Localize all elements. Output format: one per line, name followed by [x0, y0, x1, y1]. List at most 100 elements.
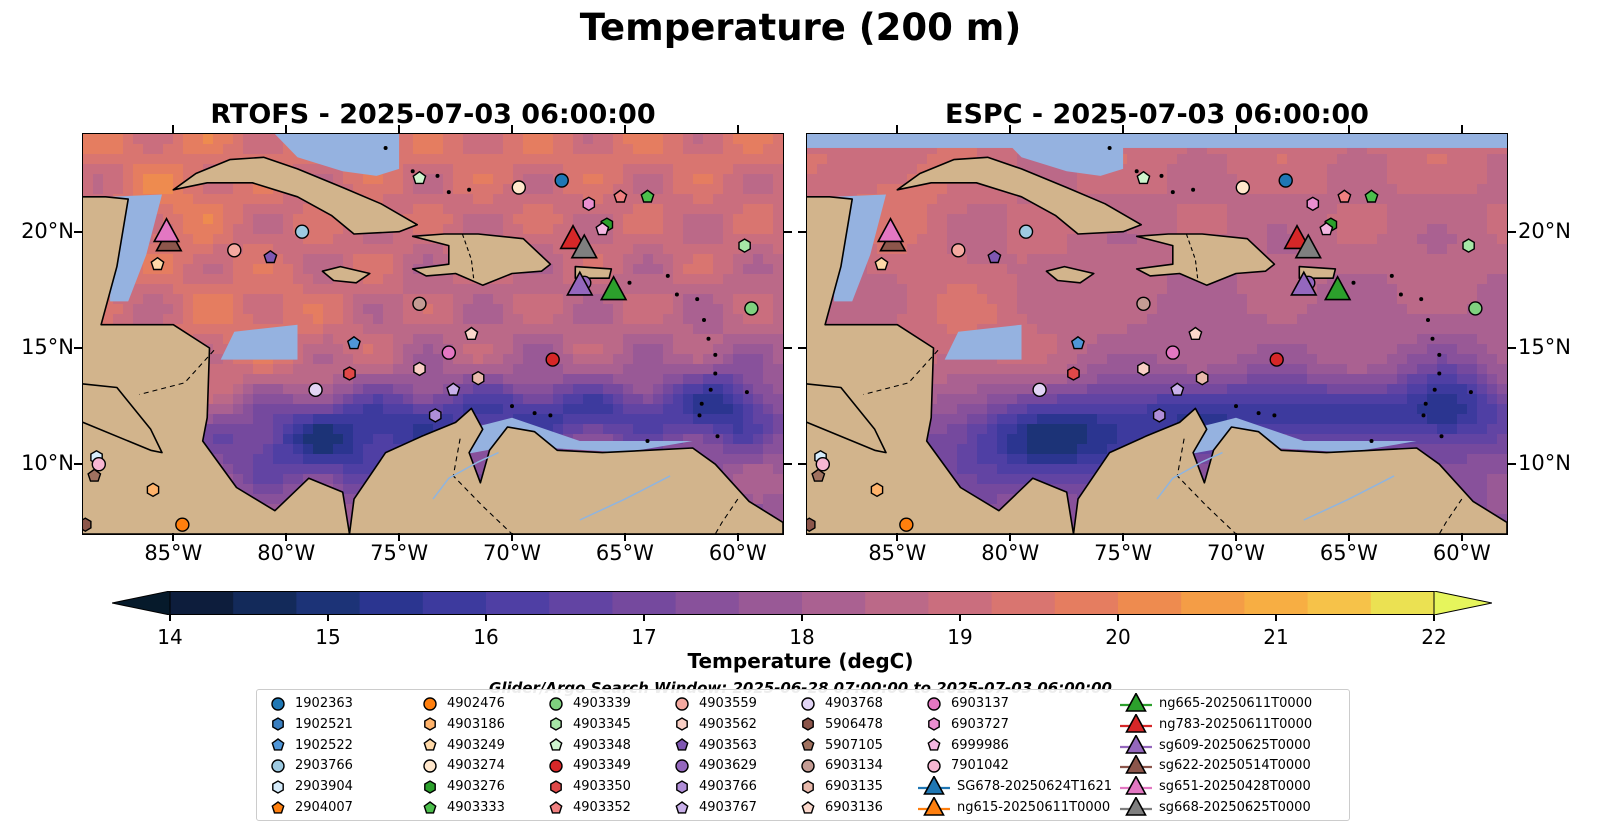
float-marker-4903562[interactable]	[413, 361, 426, 377]
float-marker-6903135[interactable]	[1195, 370, 1209, 386]
glider-marker-sg651-20250428T0000[interactable]	[152, 217, 181, 243]
float-marker-6903727[interactable]	[582, 196, 596, 212]
float-marker-4903249[interactable]	[874, 256, 889, 271]
float-marker-4903563[interactable]	[263, 249, 278, 264]
glider-marker-sg609-20250625T0000[interactable]	[566, 270, 594, 296]
legend-label: SG678-20250624T1621	[957, 779, 1113, 795]
float-marker-2903766[interactable]	[294, 224, 310, 239]
float-marker-4903767[interactable]	[1170, 382, 1185, 396]
float-marker-4903352[interactable]	[1337, 189, 1352, 203]
float-marker-4903333[interactable]	[1364, 189, 1379, 203]
float-marker-4903348[interactable]	[412, 170, 427, 185]
float-marker-6903134[interactable]	[1136, 296, 1151, 311]
rtofs-lon-label: 80°W	[257, 541, 316, 565]
float-marker-4903559[interactable]	[227, 243, 242, 258]
float-marker-6903134[interactable]	[412, 296, 427, 311]
float-marker-4903352[interactable]	[613, 189, 628, 203]
float-marker-6999986[interactable]	[1319, 221, 1334, 236]
rtofs-lon-tick	[623, 533, 626, 541]
land-puertorico	[1298, 265, 1337, 279]
legend-marker-hexagon-icon	[550, 779, 562, 794]
glider-marker-ng665-20250611T0000[interactable]	[1323, 275, 1352, 301]
espc-lat-label: 15°N	[1518, 334, 1571, 359]
float-marker-4903766[interactable]	[428, 408, 442, 423]
float-marker-4903562[interactable]	[1137, 361, 1150, 377]
colorbar-tick-label: 15	[315, 625, 341, 649]
float-marker-4903559[interactable]	[951, 243, 966, 258]
float-marker-4903348[interactable]	[1136, 170, 1151, 185]
float-marker-4903333[interactable]	[640, 189, 655, 203]
legend-label: 4903350	[573, 779, 631, 795]
rtofs-lon-tick-top	[736, 125, 739, 133]
float-marker-4903339[interactable]	[1468, 301, 1483, 316]
float-marker-4903186[interactable]	[870, 482, 884, 498]
float-marker-4903249[interactable]	[150, 256, 165, 271]
float-marker-1902363[interactable]	[554, 173, 569, 188]
float-marker-6903727[interactable]	[1306, 196, 1320, 212]
float-marker-7901042[interactable]	[815, 457, 831, 472]
legend-item-4903350: 4903350	[545, 776, 631, 797]
rtofs-lon-tick	[736, 533, 739, 541]
espc-map[interactable]	[806, 133, 1508, 535]
glider-marker-sg668-20250625T0000[interactable]	[1294, 233, 1322, 259]
legend-label: 4903766	[699, 779, 757, 795]
float-marker-1902522[interactable]	[1070, 335, 1085, 350]
float-marker-1902363[interactable]	[1278, 173, 1293, 188]
colorbar-tick	[169, 615, 171, 621]
float-marker-4903349[interactable]	[545, 352, 560, 367]
colorbar-segment	[486, 591, 550, 615]
rtofs-lat-tick	[74, 346, 82, 349]
legend-marker-circle-icon	[927, 759, 941, 773]
legend-glider-triangle-icon	[1120, 693, 1152, 712]
colorbar-segment	[1118, 591, 1182, 615]
rtofs-map[interactable]	[82, 133, 784, 535]
glider-marker-sg651-20250428T0000[interactable]	[876, 217, 905, 243]
float-marker-4903274[interactable]	[511, 180, 527, 195]
float-marker-6903137[interactable]	[441, 345, 457, 360]
legend-label: sg609-20250625T0000	[1159, 737, 1311, 753]
rtofs-lon-label: 60°W	[708, 541, 767, 565]
legend-glider-triangle-icon	[1120, 755, 1152, 775]
float-marker-4903563[interactable]	[987, 249, 1002, 264]
colorbar-tick-label: 17	[631, 625, 657, 649]
float-marker-4902476[interactable]	[899, 517, 914, 532]
legend-item-6903727: 6903727	[923, 714, 1009, 735]
float-marker-4903274[interactable]	[1235, 180, 1251, 195]
float-marker-4903186[interactable]	[146, 482, 160, 498]
legend-label: 4903629	[699, 758, 757, 774]
legend-glider-triangle-icon	[1120, 713, 1152, 733]
glider-marker-ng665-20250611T0000[interactable]	[599, 275, 628, 301]
glider-marker-sg668-20250625T0000[interactable]	[570, 233, 598, 259]
float-marker-2903766[interactable]	[1018, 224, 1034, 239]
float-marker-4903768[interactable]	[308, 382, 323, 398]
float-marker-6999986[interactable]	[595, 221, 610, 236]
float-marker-4903349[interactable]	[1269, 352, 1284, 367]
float-marker-4903345[interactable]	[738, 238, 751, 253]
legend: 1902363 1902521 1902522 2903766 2903904 29040…	[256, 689, 1350, 821]
legend-label: 6903727	[951, 716, 1009, 732]
float-marker-5907105[interactable]	[811, 468, 826, 482]
float-marker-5906478[interactable]	[83, 517, 92, 533]
float-marker-5907105[interactable]	[87, 468, 102, 482]
float-marker-6903137[interactable]	[1165, 345, 1181, 360]
float-marker-5906478[interactable]	[807, 517, 816, 533]
float-marker-6903135[interactable]	[471, 370, 485, 386]
float-marker-6903136[interactable]	[464, 326, 479, 341]
float-marker-4903768[interactable]	[1032, 382, 1047, 398]
colorbar	[111, 590, 1493, 616]
float-marker-4903767[interactable]	[446, 382, 461, 396]
legend-item-4903766: 4903766	[671, 776, 757, 797]
glider-marker-sg609-20250625T0000[interactable]	[1290, 270, 1318, 296]
float-marker-4903345[interactable]	[1462, 238, 1475, 253]
float-marker-1902522[interactable]	[346, 335, 361, 350]
float-marker-6903136[interactable]	[1188, 326, 1203, 341]
float-marker-4903350[interactable]	[1067, 366, 1080, 381]
float-marker-4903350[interactable]	[343, 366, 356, 381]
float-marker-4902476[interactable]	[175, 517, 190, 532]
legend-label: sg622-20250514T0000	[1159, 758, 1311, 774]
legend-label: sg668-20250625T0000	[1159, 800, 1311, 815]
float-marker-7901042[interactable]	[91, 457, 107, 472]
float-marker-4903339[interactable]	[744, 301, 759, 316]
float-marker-4903766[interactable]	[1152, 408, 1166, 423]
legend-label: 4903348	[573, 737, 631, 753]
